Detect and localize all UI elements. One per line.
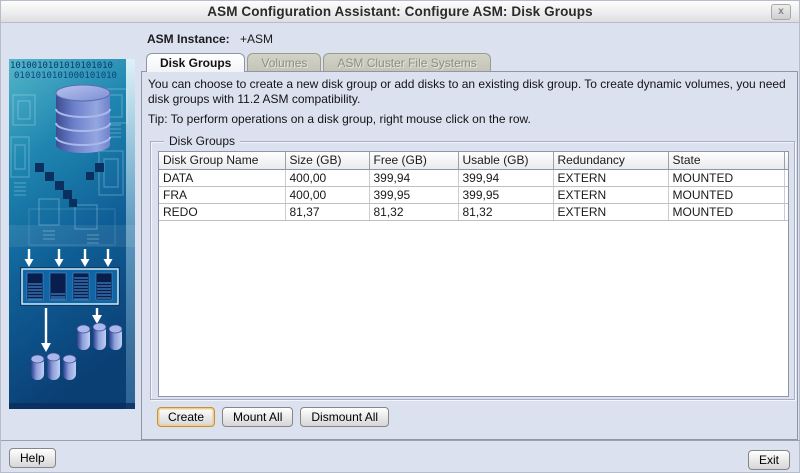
cell-free: 399,95 [369,186,459,204]
ingest-arrows [24,249,113,267]
close-icon[interactable]: x [771,4,791,20]
cell-state: MOUNTED [668,186,785,204]
cell-state: MOUNTED [668,203,785,221]
column-header-usable[interactable]: Usable (GB) [458,152,554,170]
table-row-redo[interactable]: REDO 81,37 81,32 81,32 EXTERN MOUNTED [159,203,788,221]
cell-usable: 399,95 [458,186,554,204]
window-title: ASM Configuration Assistant: Configure A… [207,4,593,19]
cell-usable: 81,32 [458,203,554,221]
dismount-all-button[interactable]: Dismount All [300,407,390,427]
disk-groups-panel: You can choose to create a new disk grou… [141,71,798,440]
groupbox-title: Disk Groups [164,134,241,148]
tab-asm-cluster-file-systems[interactable]: ASM Cluster File Systems [323,53,491,72]
cell-redundancy: EXTERN [553,186,669,204]
disk-groups-table: Disk Group Name Size (GB) Free (GB) Usab… [158,151,789,397]
asm-instance-label: ASM Instance: [147,32,230,46]
column-header-state[interactable]: State [668,152,785,170]
exit-button[interactable]: Exit [747,450,790,470]
column-header-free[interactable]: Free (GB) [369,152,459,170]
cell-name: REDO [159,203,286,221]
cell-size: 81,37 [285,203,370,221]
cell-size: 400,00 [285,169,370,187]
table-header-row: Disk Group Name Size (GB) Free (GB) Usab… [159,152,788,170]
disk-trio-left [30,352,77,380]
cell-size: 400,00 [285,186,370,204]
sidebar-artwork: 1010010101010101010 0101010101000101010 [9,59,135,409]
description-text: You can choose to create a new disk grou… [148,77,786,106]
cell-name: FRA [159,186,286,204]
column-header-filler [784,152,788,170]
binary-text-row2: 0101010101000101010 [14,71,117,81]
cell-state: MOUNTED [668,169,785,187]
tab-volumes[interactable]: Volumes [247,53,322,72]
column-header-disk-group-name[interactable]: Disk Group Name [159,152,286,170]
mount-all-button[interactable]: Mount All [222,407,294,427]
table-row-data[interactable]: DATA 400,00 399,94 399,94 EXTERN MOUNTED [159,169,788,187]
table-row-fra[interactable]: FRA 400,00 399,95 399,95 EXTERN MOUNTED [159,186,788,204]
tip-text: Tip: To perform operations on a disk gro… [148,112,531,126]
help-button[interactable]: Help [9,448,56,468]
cell-redundancy: EXTERN [553,203,669,221]
asm-instance-line: ASM Instance: +ASM [147,32,273,46]
bottom-separator [1,440,800,441]
binary-text-row1: 1010010101010101010 [10,61,113,71]
cell-redundancy: EXTERN [553,169,669,187]
database-cylinder-icon [55,84,111,153]
column-header-redundancy[interactable]: Redundancy [553,152,669,170]
column-header-size[interactable]: Size (GB) [285,152,370,170]
cell-free: 81,32 [369,203,459,221]
asm-instance-value: +ASM [240,32,274,46]
tab-disk-groups[interactable]: Disk Groups [146,53,246,72]
table-action-buttons: Create Mount All Dismount All [157,407,390,427]
tab-bar: Disk Groups Volumes ASM Cluster File Sys… [146,53,493,72]
cell-free: 399,94 [369,169,459,187]
output-arrows [41,308,102,352]
create-button[interactable]: Create [157,407,216,427]
asm-artwork-image: 1010010101010101010 0101010101000101010 [9,59,135,409]
disk-trio-right [76,322,123,350]
disk-groups-groupbox: Disk Groups Disk Group Name Size (GB) Fr… [150,134,795,400]
cell-usable: 399,94 [458,169,554,187]
cell-name: DATA [159,169,286,187]
pixel-arrow-cluster [35,163,104,207]
disk-group-box-icon [20,267,120,306]
title-bar: ASM Configuration Assistant: Configure A… [1,1,799,23]
